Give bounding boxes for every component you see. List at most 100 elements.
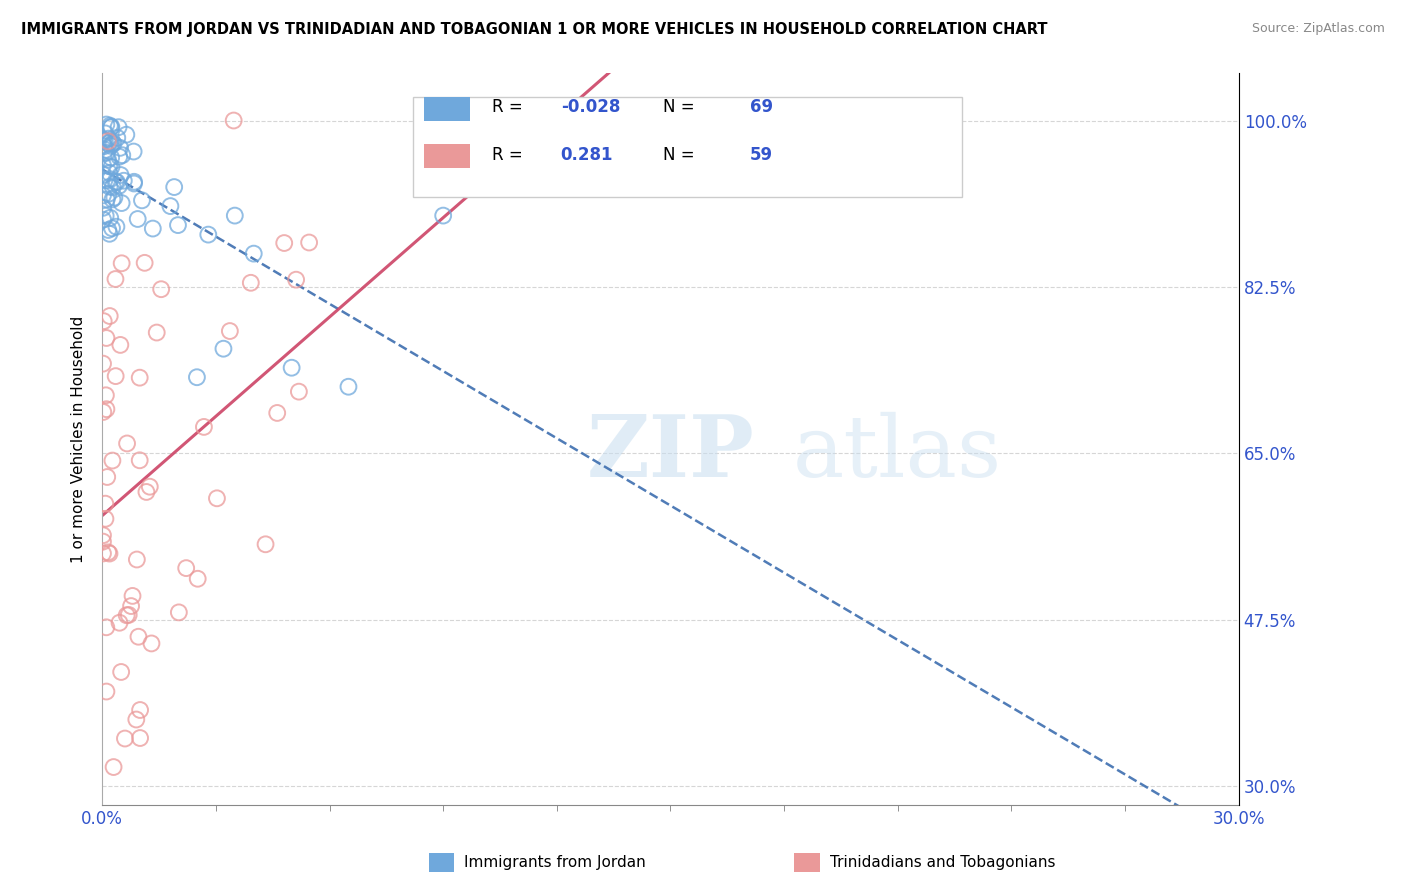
- Point: [218, 324, 240, 338]
- Text: -0.028: -0.028: [561, 98, 620, 116]
- Point: [97, 136, 120, 151]
- Text: R =: R =: [492, 145, 529, 164]
- FancyBboxPatch shape: [425, 96, 470, 120]
- Point: [98, 227, 121, 241]
- Point: [187, 572, 209, 586]
- Text: 0.281: 0.281: [561, 145, 613, 164]
- Point: [110, 338, 132, 352]
- Point: [94, 143, 117, 157]
- Text: 69: 69: [749, 98, 773, 116]
- Text: ZIP: ZIP: [586, 411, 755, 495]
- Point: [224, 209, 246, 223]
- Point: [222, 113, 245, 128]
- Point: [93, 139, 115, 153]
- Point: [91, 158, 114, 172]
- Point: [122, 145, 145, 159]
- Point: [115, 128, 138, 142]
- Point: [103, 191, 125, 205]
- Point: [142, 221, 165, 235]
- Point: [167, 606, 190, 620]
- Point: [96, 331, 118, 345]
- Point: [337, 380, 360, 394]
- Point: [193, 420, 215, 434]
- Point: [115, 436, 138, 450]
- Point: [125, 713, 148, 727]
- Point: [111, 256, 134, 270]
- Point: [98, 135, 121, 149]
- Point: [98, 547, 121, 561]
- Point: [141, 636, 163, 650]
- Point: [254, 537, 277, 551]
- Point: [96, 684, 118, 698]
- Point: [139, 480, 162, 494]
- Point: [101, 136, 124, 151]
- Point: [97, 223, 120, 237]
- Point: [114, 731, 136, 746]
- Point: [110, 168, 132, 182]
- Point: [100, 160, 122, 174]
- Point: [94, 134, 117, 148]
- Point: [94, 512, 117, 526]
- Point: [100, 138, 122, 153]
- Point: [131, 194, 153, 208]
- Point: [96, 173, 118, 187]
- Point: [122, 177, 145, 191]
- Point: [163, 180, 186, 194]
- Point: [96, 470, 118, 484]
- Point: [186, 370, 208, 384]
- Point: [97, 134, 120, 148]
- Point: [103, 760, 125, 774]
- Point: [121, 589, 143, 603]
- Point: [432, 209, 454, 223]
- Point: [129, 703, 152, 717]
- Point: [94, 388, 117, 402]
- Point: [159, 199, 181, 213]
- Text: 59: 59: [749, 145, 773, 164]
- Point: [97, 545, 120, 559]
- Point: [134, 256, 156, 270]
- Point: [111, 196, 134, 211]
- Point: [108, 615, 131, 630]
- Point: [122, 175, 145, 189]
- Point: [100, 151, 122, 165]
- Point: [118, 607, 141, 622]
- Point: [115, 608, 138, 623]
- Point: [98, 166, 121, 180]
- Point: [91, 528, 114, 542]
- Point: [96, 402, 118, 417]
- Point: [94, 497, 117, 511]
- Point: [91, 168, 114, 182]
- Point: [97, 153, 120, 167]
- Point: [167, 218, 190, 232]
- Point: [104, 272, 127, 286]
- Text: N =: N =: [662, 98, 695, 116]
- Point: [105, 219, 128, 234]
- Point: [205, 491, 228, 506]
- Point: [108, 150, 131, 164]
- Text: Source: ZipAtlas.com: Source: ZipAtlas.com: [1251, 22, 1385, 36]
- Point: [108, 141, 131, 155]
- Point: [127, 630, 149, 644]
- Point: [91, 405, 114, 419]
- Point: [129, 731, 152, 745]
- Point: [100, 120, 122, 135]
- Point: [212, 342, 235, 356]
- Point: [104, 369, 127, 384]
- Text: R =: R =: [492, 98, 529, 116]
- Point: [97, 131, 120, 145]
- Point: [91, 188, 114, 202]
- Point: [108, 178, 131, 193]
- Point: [107, 120, 129, 135]
- Y-axis label: 1 or more Vehicles in Household: 1 or more Vehicles in Household: [72, 316, 86, 563]
- Point: [266, 406, 288, 420]
- Point: [135, 485, 157, 500]
- Point: [96, 145, 118, 160]
- Point: [105, 131, 128, 145]
- Point: [110, 665, 132, 679]
- Point: [105, 175, 128, 189]
- FancyBboxPatch shape: [413, 96, 962, 196]
- Point: [125, 552, 148, 566]
- Point: [145, 326, 167, 340]
- Text: N =: N =: [662, 145, 695, 164]
- FancyBboxPatch shape: [425, 145, 470, 168]
